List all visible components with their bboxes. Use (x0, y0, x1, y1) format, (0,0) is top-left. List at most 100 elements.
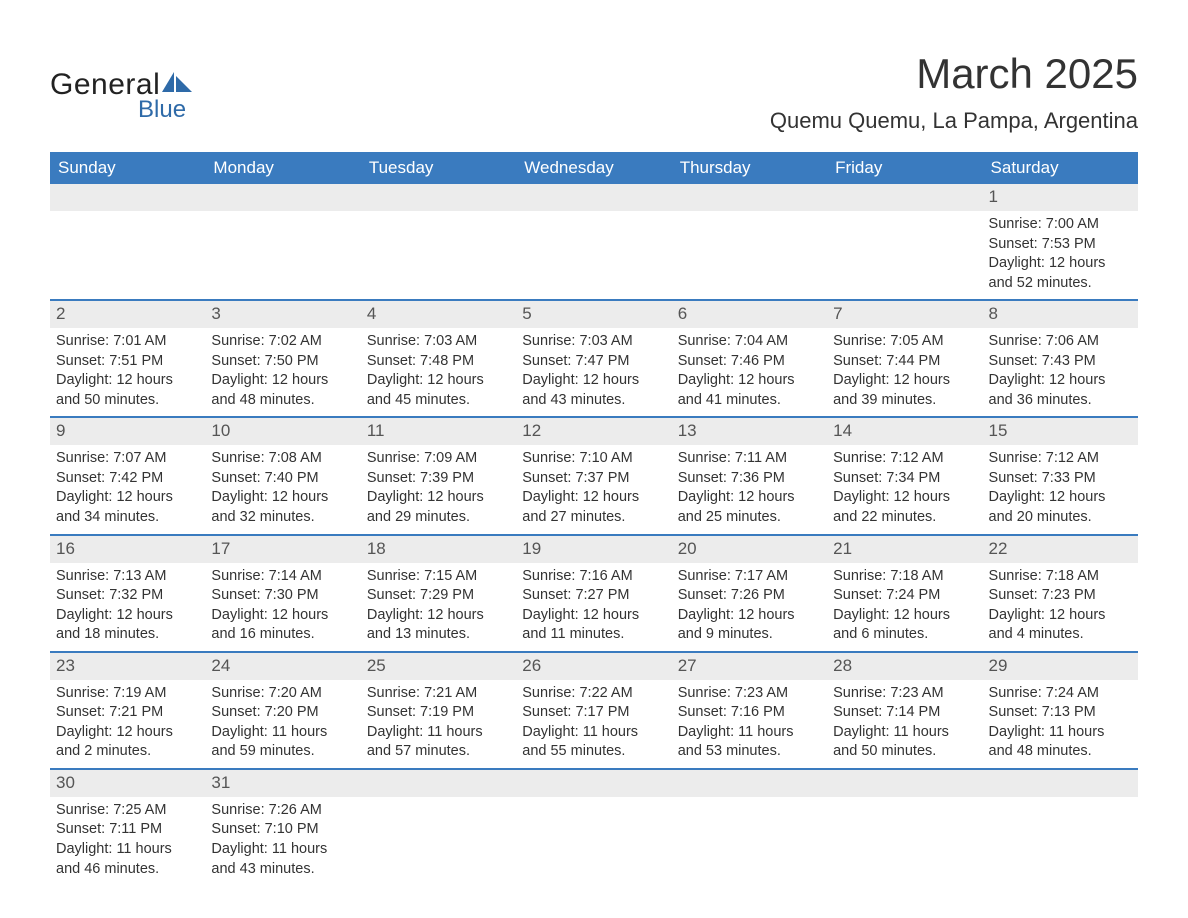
day-26-sr: Sunrise: 7:22 AM (522, 684, 665, 704)
day-7-d1: Daylight: 12 hours (833, 371, 976, 391)
day-12-info: Sunrise: 7:10 AMSunset: 7:37 PMDaylight:… (516, 445, 671, 534)
empty-daynum (827, 769, 982, 797)
day-7-ss: Sunset: 7:44 PM (833, 352, 976, 372)
day-28-d1: Daylight: 11 hours (833, 723, 976, 743)
day-22-sr: Sunrise: 7:18 AM (989, 567, 1132, 587)
day-18-d1: Daylight: 12 hours (367, 606, 510, 626)
weekday-thursday: Thursday (672, 152, 827, 184)
day-8-ss: Sunset: 7:43 PM (989, 352, 1132, 372)
day-14-sr: Sunrise: 7:12 AM (833, 449, 976, 469)
daynum-26: 26 (516, 652, 671, 680)
day-8-d1: Daylight: 12 hours (989, 371, 1132, 391)
daynum-23: 23 (50, 652, 205, 680)
day-10-ss: Sunset: 7:40 PM (211, 469, 354, 489)
day-20-info: Sunrise: 7:17 AMSunset: 7:26 PMDaylight:… (672, 563, 827, 652)
empty-daynum (361, 769, 516, 797)
day-16-info: Sunrise: 7:13 AMSunset: 7:32 PMDaylight:… (50, 563, 205, 652)
day-18-d2: and 13 minutes. (367, 625, 510, 645)
day-31-d2: and 43 minutes. (211, 860, 354, 880)
day-7-info: Sunrise: 7:05 AMSunset: 7:44 PMDaylight:… (827, 328, 982, 417)
day-29-info: Sunrise: 7:24 AMSunset: 7:13 PMDaylight:… (983, 680, 1138, 769)
day-15-d2: and 20 minutes. (989, 508, 1132, 528)
day-9-ss: Sunset: 7:42 PM (56, 469, 199, 489)
day-16-sr: Sunrise: 7:13 AM (56, 567, 199, 587)
logo-text-blue: Blue (138, 96, 186, 124)
day-4-d1: Daylight: 12 hours (367, 371, 510, 391)
day-26-ss: Sunset: 7:17 PM (522, 703, 665, 723)
day-15-ss: Sunset: 7:33 PM (989, 469, 1132, 489)
daynum-4: 4 (361, 300, 516, 328)
logo-sail-icon (160, 70, 194, 94)
day-10-d2: and 32 minutes. (211, 508, 354, 528)
day-28-sr: Sunrise: 7:23 AM (833, 684, 976, 704)
day-4-sr: Sunrise: 7:03 AM (367, 332, 510, 352)
weekday-monday: Monday (205, 152, 360, 184)
daynum-29: 29 (983, 652, 1138, 680)
day-29-sr: Sunrise: 7:24 AM (989, 684, 1132, 704)
daynum-30: 30 (50, 769, 205, 797)
day-4-d2: and 45 minutes. (367, 391, 510, 411)
day-9-d1: Daylight: 12 hours (56, 488, 199, 508)
day-12-d2: and 27 minutes. (522, 508, 665, 528)
daynum-25: 25 (361, 652, 516, 680)
day-20-ss: Sunset: 7:26 PM (678, 586, 821, 606)
empty-daynum (50, 184, 205, 211)
day-14-d1: Daylight: 12 hours (833, 488, 976, 508)
empty-daynum (672, 769, 827, 797)
day-1-sr: Sunrise: 7:00 AM (989, 215, 1132, 235)
day-17-d2: and 16 minutes. (211, 625, 354, 645)
daynum-28: 28 (827, 652, 982, 680)
day-28-ss: Sunset: 7:14 PM (833, 703, 976, 723)
day-9-info: Sunrise: 7:07 AMSunset: 7:42 PMDaylight:… (50, 445, 205, 534)
week-2-daynum-row: 9101112131415 (50, 417, 1138, 445)
day-30-d1: Daylight: 11 hours (56, 840, 199, 860)
daynum-13: 13 (672, 417, 827, 445)
day-1-d2: and 52 minutes. (989, 274, 1132, 294)
day-3-d2: and 48 minutes. (211, 391, 354, 411)
day-3-d1: Daylight: 12 hours (211, 371, 354, 391)
day-4-ss: Sunset: 7:48 PM (367, 352, 510, 372)
daynum-9: 9 (50, 417, 205, 445)
title-block: March 2025 Quemu Quemu, La Pampa, Argent… (770, 50, 1138, 134)
day-9-d2: and 34 minutes. (56, 508, 199, 528)
day-11-ss: Sunset: 7:39 PM (367, 469, 510, 489)
day-16-ss: Sunset: 7:32 PM (56, 586, 199, 606)
day-19-d2: and 11 minutes. (522, 625, 665, 645)
empty-cell (205, 211, 360, 300)
empty-daynum (516, 769, 671, 797)
day-18-ss: Sunset: 7:29 PM (367, 586, 510, 606)
day-25-ss: Sunset: 7:19 PM (367, 703, 510, 723)
day-2-ss: Sunset: 7:51 PM (56, 352, 199, 372)
week-0-info-row: Sunrise: 7:00 AMSunset: 7:53 PMDaylight:… (50, 211, 1138, 300)
location: Quemu Quemu, La Pampa, Argentina (770, 108, 1138, 134)
weekday-sunday: Sunday (50, 152, 205, 184)
day-5-ss: Sunset: 7:47 PM (522, 352, 665, 372)
day-15-sr: Sunrise: 7:12 AM (989, 449, 1132, 469)
day-22-ss: Sunset: 7:23 PM (989, 586, 1132, 606)
day-14-info: Sunrise: 7:12 AMSunset: 7:34 PMDaylight:… (827, 445, 982, 534)
day-31-d1: Daylight: 11 hours (211, 840, 354, 860)
day-23-d1: Daylight: 12 hours (56, 723, 199, 743)
week-4-info-row: Sunrise: 7:19 AMSunset: 7:21 PMDaylight:… (50, 680, 1138, 769)
day-16-d1: Daylight: 12 hours (56, 606, 199, 626)
day-5-d1: Daylight: 12 hours (522, 371, 665, 391)
day-19-d1: Daylight: 12 hours (522, 606, 665, 626)
day-30-ss: Sunset: 7:11 PM (56, 820, 199, 840)
daynum-21: 21 (827, 535, 982, 563)
week-5-info-row: Sunrise: 7:25 AMSunset: 7:11 PMDaylight:… (50, 797, 1138, 885)
day-12-d1: Daylight: 12 hours (522, 488, 665, 508)
daynum-15: 15 (983, 417, 1138, 445)
day-7-d2: and 39 minutes. (833, 391, 976, 411)
week-4-daynum-row: 23242526272829 (50, 652, 1138, 680)
day-13-sr: Sunrise: 7:11 AM (678, 449, 821, 469)
day-25-info: Sunrise: 7:21 AMSunset: 7:19 PMDaylight:… (361, 680, 516, 769)
day-6-d2: and 41 minutes. (678, 391, 821, 411)
day-5-d2: and 43 minutes. (522, 391, 665, 411)
day-13-d1: Daylight: 12 hours (678, 488, 821, 508)
empty-cell (827, 211, 982, 300)
empty-cell (50, 211, 205, 300)
day-8-sr: Sunrise: 7:06 AM (989, 332, 1132, 352)
day-27-sr: Sunrise: 7:23 AM (678, 684, 821, 704)
day-1-d1: Daylight: 12 hours (989, 254, 1132, 274)
daynum-19: 19 (516, 535, 671, 563)
